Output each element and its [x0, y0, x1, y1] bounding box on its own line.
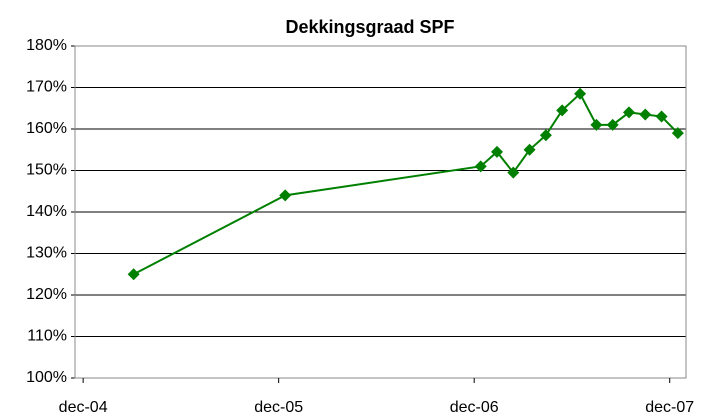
- data-point: [574, 87, 587, 100]
- data-point: [671, 127, 684, 140]
- data-point: [523, 143, 536, 156]
- y-tick-label: 170%: [26, 79, 67, 96]
- data-point: [474, 160, 487, 173]
- data-point: [279, 189, 292, 202]
- y-tick-label: 100%: [26, 369, 67, 386]
- y-tick-label: 180%: [26, 37, 67, 54]
- data-point: [507, 166, 520, 179]
- y-tick-label: 120%: [26, 286, 67, 303]
- y-tick-label: 150%: [26, 162, 67, 179]
- y-tick-label: 140%: [26, 203, 67, 220]
- x-tick-label: dec-05: [254, 399, 303, 416]
- plot-border: [74, 45, 687, 379]
- data-point: [127, 268, 140, 281]
- data-point: [490, 145, 503, 158]
- chart-title: Dekkingsgraad SPF: [285, 17, 454, 37]
- data-point: [606, 118, 619, 131]
- data-point: [655, 110, 668, 123]
- x-tick-label: dec-04: [59, 399, 108, 416]
- x-tick-label: dec-06: [450, 399, 499, 416]
- data-point: [639, 108, 652, 121]
- data-point: [556, 104, 569, 117]
- data-point: [622, 106, 635, 119]
- y-tick-label: 160%: [26, 120, 67, 137]
- data-point: [539, 129, 552, 142]
- x-tick-label: dec-07: [645, 399, 694, 416]
- y-tick-label: 110%: [27, 328, 67, 345]
- y-tick-label: 130%: [26, 245, 67, 262]
- data-point: [590, 118, 603, 131]
